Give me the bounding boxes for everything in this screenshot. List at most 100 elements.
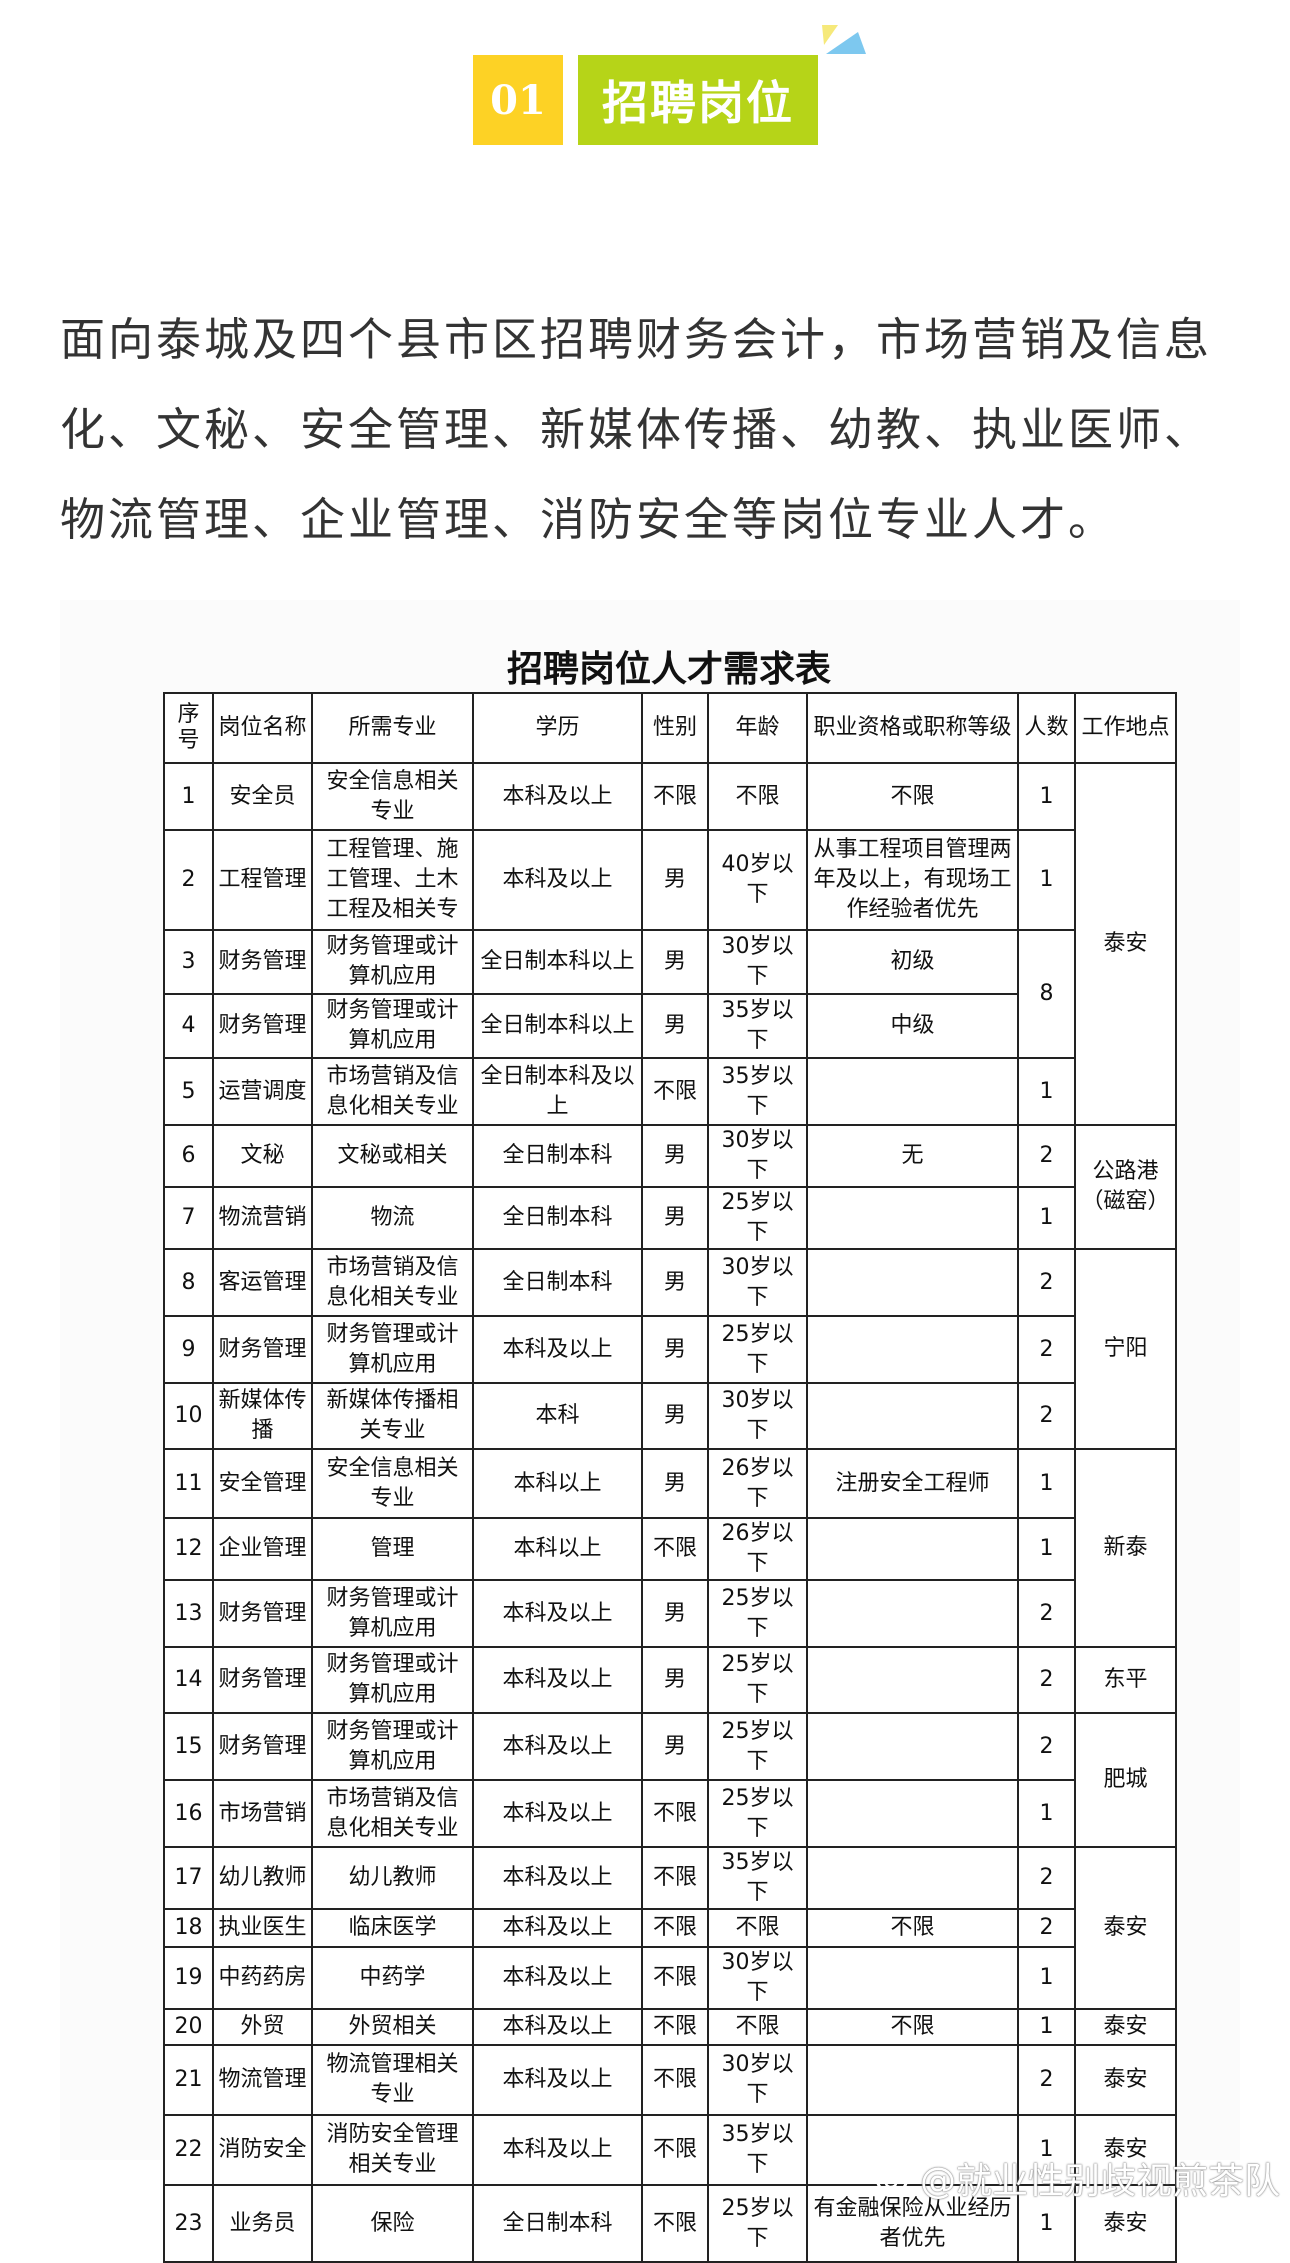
cell-gender: 不限 (641, 762, 709, 831)
table-row: 16 市场营销 市场营销及信息化相关专业 本科及以上 不限 25岁以下 1 (163, 1779, 1176, 1848)
cell-qualification: 不限 (806, 1908, 1019, 1948)
cell-position: 工程管理 (212, 829, 313, 931)
cell-location: 泰安 (1074, 762, 1177, 1126)
cell-gender: 不限 (641, 2184, 709, 2263)
table-row: 9 财务管理 财务管理或计算机应用 本科及以上男 25岁以下 2 (163, 1315, 1176, 1384)
cell-major: 文秘或相关 (311, 1124, 474, 1188)
cell-count: 1 (1017, 1779, 1076, 1848)
cell-no: 19 (163, 1946, 214, 2010)
cell-count: 1 (1017, 1517, 1076, 1581)
column-header: 职业资格或职称等级 (806, 692, 1019, 764)
cell-position: 企业管理 (212, 1517, 313, 1581)
cell-count: 2 (1017, 1908, 1076, 1948)
cell-gender: 不限 (641, 2044, 709, 2116)
cell-position: 执业医生 (212, 1908, 313, 1948)
cell-no: 12 (163, 1517, 214, 1581)
cell-qualification (806, 1186, 1019, 1250)
column-header: 岗位名称 (212, 692, 313, 764)
cell-major: 临床医学 (311, 1908, 474, 1948)
cell-qualification (806, 1579, 1019, 1648)
cell-position: 财务管理 (212, 1712, 313, 1781)
cell-qualification (806, 1846, 1019, 1910)
cell-major: 财务管理或计算机应用 (311, 929, 474, 995)
cell-count: 1 (1017, 1946, 1076, 2010)
cell-count: 1 (1017, 762, 1076, 831)
column-header: 人数 (1017, 692, 1076, 764)
cell-location: 新泰 (1074, 1448, 1177, 1648)
cell-qualification (806, 1248, 1019, 1317)
cell-education: 本科及以上 (472, 1946, 643, 2010)
cell-gender: 男 (641, 1712, 709, 1781)
cell-age: 35岁以下 (707, 1057, 808, 1126)
cell-age: 35岁以下 (707, 1846, 808, 1910)
cell-position: 安全管理 (212, 1448, 313, 1519)
cell-no: 17 (163, 1846, 214, 1910)
cell-age: 25岁以下 (707, 1712, 808, 1781)
cell-gender: 男 (641, 1382, 709, 1450)
cell-major: 保险 (311, 2184, 474, 2263)
cell-age: 30岁以下 (707, 1946, 808, 2010)
table-row: 11 安全管理 安全信息相关专业 本科以上男 26岁以下 注册安全工程师 1 新泰 (163, 1448, 1177, 1648)
cell-position: 财务管理 (212, 993, 313, 1059)
cell-education: 本科及以上 (472, 2044, 643, 2116)
cell-age: 30岁以下 (707, 1124, 808, 1188)
cell-count: 2 (1017, 1646, 1076, 1714)
table-row: 3 财务管理 财务管理或计算机应用 全日制本科以上男 30岁以下 初级 8 (163, 929, 1176, 1059)
cell-position: 运营调度 (212, 1057, 313, 1126)
cell-age: 30岁以下 (707, 1382, 808, 1450)
cell-location: 泰安 (1074, 1846, 1177, 2010)
cell-gender: 不限 (641, 2114, 709, 2186)
cell-position: 幼儿教师 (212, 1846, 313, 1910)
cell-major: 新媒体传播相关专业 (311, 1382, 474, 1450)
cell-position: 安全员 (212, 762, 313, 831)
cell-age: 40岁以下 (707, 829, 808, 931)
cell-age: 不限 (707, 762, 808, 831)
table-row: 1 安全员 安全信息相关专业 本科及以上 不限 不限 不限 1 泰安 (163, 762, 1177, 1126)
cell-count: 2 (1017, 2044, 1076, 2116)
column-header: 序号 (163, 692, 214, 764)
cell-qualification: 从事工程项目管理两年及以上，有现场工作经验者优先 (806, 829, 1019, 931)
cell-gender: 男 (641, 929, 709, 995)
cell-no: 18 (163, 1908, 214, 1948)
table-row: 8 客运管理 市场营销及信息化相关专业 全日制本科男 30岁以下 2 宁阳 (163, 1248, 1177, 1450)
cell-position: 物流管理 (212, 2044, 313, 2116)
cell-qualification (806, 1712, 1019, 1781)
table-row: 12 企业管理 管理 本科以上 不限 26岁以下 1 (163, 1517, 1176, 1581)
cell-gender: 不限 (641, 1946, 709, 2010)
cell-age: 25岁以下 (707, 1779, 808, 1848)
cell-count: 1 (1017, 2008, 1076, 2046)
cell-major: 安全信息相关专业 (311, 1448, 474, 1519)
cell-no: 4 (163, 993, 214, 1059)
cell-major: 安全信息相关专业 (311, 762, 474, 831)
cell-education: 本科及以上 (472, 1908, 643, 1948)
watermark-text: @就业性别歧视煎茶队 (919, 2161, 1280, 2202)
cell-age: 25岁以下 (707, 1579, 808, 1648)
cell-education: 本科及以上 (472, 1315, 643, 1384)
cell-education: 本科及以上 (472, 2008, 643, 2046)
cell-no: 20 (163, 2008, 214, 2046)
table-row: 13 财务管理 财务管理或计算机应用 本科及以上男 25岁以下 2 (163, 1579, 1176, 1648)
cell-qualification: 初级 (806, 929, 1019, 995)
cell-no: 6 (163, 1124, 214, 1188)
cell-gender: 不限 (641, 1908, 709, 1948)
cell-position: 新媒体传播 (212, 1382, 313, 1450)
cell-no: 13 (163, 1579, 214, 1648)
cell-position: 财务管理 (212, 1315, 313, 1384)
cell-major: 市场营销及信息化相关专业 (311, 1248, 474, 1317)
cell-education: 本科以上 (472, 1448, 643, 1519)
cell-no: 23 (163, 2184, 214, 2263)
cell-no: 2 (163, 829, 214, 931)
cell-gender: 不限 (641, 2008, 709, 2046)
cell-position: 外贸 (212, 2008, 313, 2046)
cell-count: 2 (1017, 1846, 1076, 1910)
cell-major: 幼儿教师 (311, 1846, 474, 1910)
table-title: 招聘岗位人才需求表 (506, 648, 831, 690)
cell-major: 财务管理或计算机应用 (311, 1646, 474, 1714)
cell-age: 不限 (707, 2008, 808, 2046)
table-row: 14 财务管理 财务管理或计算机应用 本科及以上男 25岁以下 2 东平 (163, 1646, 1177, 1714)
cell-major: 物流管理相关专业 (311, 2044, 474, 2116)
cell-no: 15 (163, 1712, 214, 1781)
cell-major: 财务管理或计算机应用 (311, 1579, 474, 1648)
section-title: 招聘岗位 (578, 55, 818, 145)
cell-major: 管理 (311, 1517, 474, 1581)
